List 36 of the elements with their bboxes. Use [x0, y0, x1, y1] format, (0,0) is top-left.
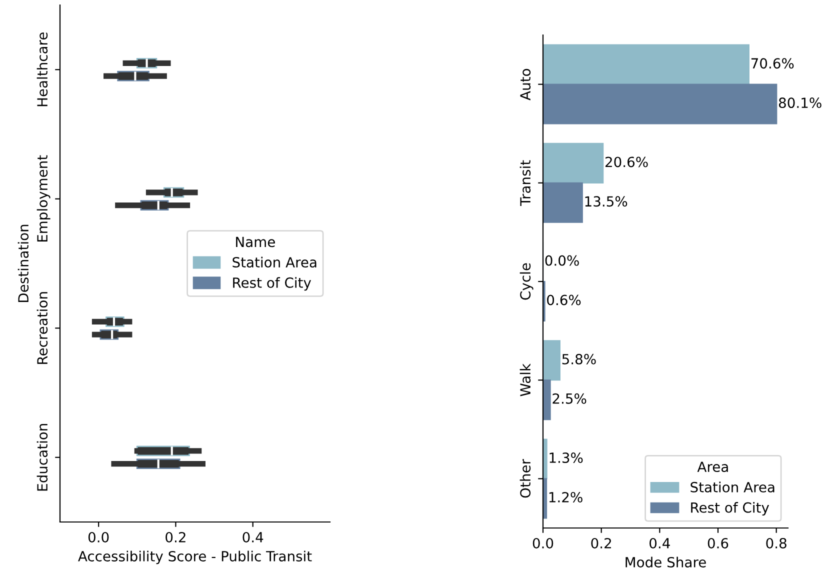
data-label: 1.3%: [550, 452, 583, 464]
y-tick-label: Cycle: [520, 263, 534, 300]
data-label: 5.8%: [562, 354, 596, 364]
y-tick-label: Education: [36, 424, 48, 491]
data-label: 0.6%: [547, 294, 581, 306]
legend-title: Name: [236, 236, 275, 248]
data-label: 13.5%: [585, 196, 628, 207]
x-tick-label: 0.4: [650, 538, 670, 548]
data-label: 70.6%: [751, 58, 794, 69]
legend-label: Station Area: [690, 482, 774, 492]
data-label: 80.1%: [778, 98, 822, 108]
x-tick-label: 0.2: [166, 532, 186, 542]
legend-label: Station Area: [232, 256, 316, 268]
y-axis-title: Destination: [18, 224, 29, 302]
data-label: 1.2%: [549, 492, 582, 502]
x-tick-label: 0.8: [766, 538, 786, 548]
y-tick-label: Recreation: [36, 292, 48, 364]
x-tick-label: 0.0: [532, 538, 554, 548]
x-axis-title: Mode Share: [626, 556, 706, 568]
y-tick-label: Employment: [36, 155, 50, 242]
data-label: 20.6%: [605, 156, 648, 168]
x-tick-label: 0.0: [88, 532, 109, 542]
legend-label: Rest of City: [233, 277, 312, 291]
legend-title: Area: [697, 462, 728, 472]
x-tick-label: 0.2: [591, 538, 611, 548]
x-tick-label: 0.4: [242, 532, 264, 542]
y-tick-label: Other: [520, 458, 531, 498]
y-tick-label: Transit: [520, 160, 531, 206]
data-label: 2.5%: [552, 393, 586, 404]
data-label: 0.0%: [545, 255, 579, 266]
y-tick-label: Auto: [520, 68, 531, 100]
y-tick-label: Walk: [520, 364, 531, 396]
legend-label: Rest of City: [691, 502, 770, 516]
x-axis-title: Accessibility Score - Public Transit: [78, 550, 312, 564]
x-tick-label: 0.6: [708, 538, 728, 548]
y-tick-label: Healthcare: [36, 32, 48, 106]
